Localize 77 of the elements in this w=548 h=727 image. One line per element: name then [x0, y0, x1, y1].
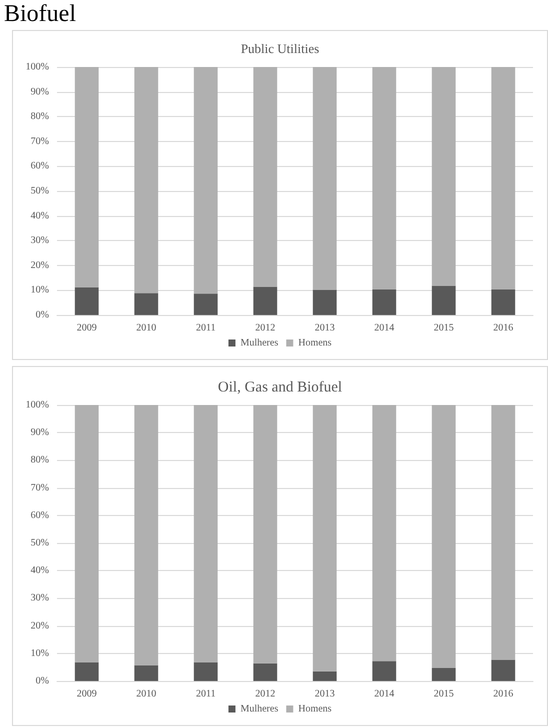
- bar: [194, 294, 218, 315]
- bar: [372, 661, 396, 681]
- bar: [432, 668, 456, 681]
- y-tick-label: 70%: [30, 482, 49, 494]
- x-tick-label: 2013: [314, 322, 335, 334]
- y-tick-label: 0%: [36, 310, 49, 320]
- legend-label: Mulheres: [240, 704, 278, 714]
- bar: [253, 663, 278, 681]
- y-tick-label: 20%: [30, 620, 49, 632]
- y-tick-label: 50%: [30, 186, 49, 196]
- x-tick-label: 2010: [136, 322, 156, 334]
- bar: [134, 665, 158, 681]
- bar: [491, 289, 516, 315]
- bar: [312, 67, 337, 290]
- y-tick-label: 70%: [30, 136, 49, 147]
- bar: [74, 67, 99, 288]
- y-tick-label: 40%: [30, 565, 49, 576]
- y-tick-label: 100%: [26, 400, 49, 410]
- bar: [74, 405, 99, 662]
- x-tick-label: 2015: [434, 688, 454, 700]
- y-tick-label: 80%: [30, 454, 49, 466]
- x-tick-label: 2009: [76, 322, 97, 334]
- x-tick-label: 2009: [76, 688, 97, 700]
- bar: [491, 67, 516, 290]
- bar: [432, 286, 456, 315]
- y-tick-label: 0%: [36, 676, 49, 686]
- bar: [432, 67, 456, 286]
- bar: [194, 405, 218, 662]
- y-tick-label: 60%: [30, 160, 49, 172]
- legend-label: Homens: [298, 338, 332, 348]
- x-tick-label: 2016: [493, 688, 514, 700]
- x-tick-label: 2014: [374, 688, 394, 700]
- x-tick-label: 2012: [255, 322, 276, 334]
- x-tick-label: 2013: [314, 688, 335, 700]
- bar: [74, 662, 99, 681]
- bar: [312, 405, 337, 672]
- bar: [372, 289, 396, 315]
- bar: [253, 405, 278, 664]
- y-tick-label: 30%: [30, 235, 49, 246]
- y-tick-label: 50%: [30, 538, 49, 548]
- bar: [491, 660, 516, 681]
- text: Biofuel: [4, 0, 76, 28]
- bar: [134, 405, 158, 666]
- bar: [372, 405, 396, 662]
- y-tick-label: 90%: [30, 86, 49, 98]
- chart-title: Oil, Gas and Biofuel: [218, 380, 342, 396]
- bar: [253, 286, 278, 315]
- x-tick-label: 2015: [434, 322, 454, 334]
- bar: [134, 67, 158, 294]
- y-tick-label: 90%: [30, 427, 49, 438]
- x-tick-label: 2014: [374, 322, 394, 334]
- bar: [491, 405, 516, 660]
- bar: [372, 67, 396, 290]
- x-tick-label: 2016: [493, 322, 514, 334]
- bar: [432, 405, 456, 668]
- bar: [194, 662, 218, 681]
- bar: [134, 293, 158, 315]
- x-tick-label: 2011: [196, 322, 216, 334]
- y-tick-label: 40%: [30, 210, 49, 222]
- y-tick-label: 80%: [30, 111, 49, 122]
- chart-title: Public Utilities: [240, 41, 320, 56]
- y-tick-label: 10%: [30, 284, 49, 296]
- y-tick-label: 30%: [30, 592, 49, 604]
- x-tick-label: 2011: [196, 688, 216, 700]
- bar: [194, 67, 218, 294]
- bar: [312, 290, 337, 315]
- x-tick-label: 2010: [136, 688, 156, 700]
- y-tick-label: 60%: [30, 510, 49, 521]
- bar: [253, 67, 278, 287]
- y-tick-label: 100%: [26, 62, 49, 72]
- x-tick-label: 2012: [255, 688, 276, 700]
- bar: [312, 671, 337, 681]
- legend-label: Mulheres: [240, 338, 278, 348]
- y-tick-label: 20%: [30, 260, 49, 271]
- y-tick-label: 10%: [30, 648, 49, 659]
- bar: [74, 287, 99, 315]
- legend-label: Homens: [298, 704, 332, 714]
